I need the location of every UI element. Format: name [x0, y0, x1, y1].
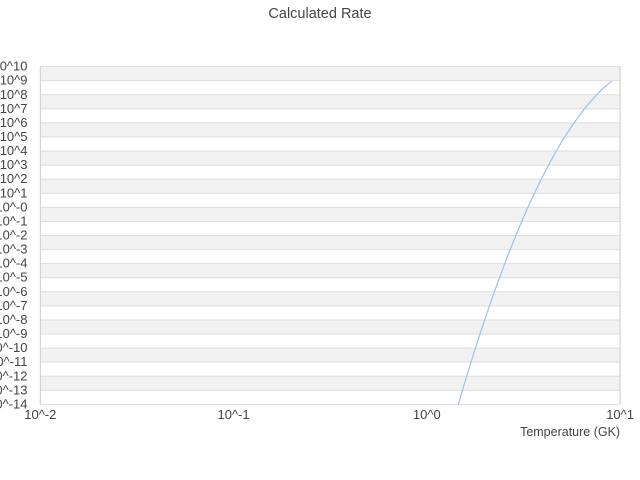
svg-text:10^2: 10^2	[0, 171, 28, 186]
svg-text:10^-6: 10^-6	[0, 284, 28, 299]
svg-text:10^-4: 10^-4	[0, 256, 28, 271]
svg-text:10^-1: 10^-1	[0, 213, 28, 228]
svg-text:10^1: 10^1	[606, 407, 634, 422]
svg-text:10^-3: 10^-3	[0, 242, 28, 257]
svg-text:10^-10: 10^-10	[0, 340, 28, 355]
svg-text:10^-13: 10^-13	[0, 382, 28, 397]
svg-text:10^0: 10^0	[413, 407, 441, 422]
svg-text:10^1: 10^1	[0, 185, 28, 200]
svg-text:10^-7: 10^-7	[0, 298, 28, 313]
svg-text:10^-0: 10^-0	[0, 199, 28, 214]
svg-text:10^-9: 10^-9	[0, 326, 28, 341]
svg-text:10^-8: 10^-8	[0, 312, 28, 327]
svg-text:10^6: 10^6	[0, 115, 28, 130]
svg-text:10^-5: 10^-5	[0, 270, 28, 285]
svg-text:10^-2: 10^-2	[0, 228, 28, 243]
svg-text:10^9: 10^9	[0, 73, 28, 88]
svg-text:10^3: 10^3	[0, 157, 28, 172]
svg-text:10^5: 10^5	[0, 129, 28, 144]
svg-text:10^-11: 10^-11	[0, 354, 28, 369]
svg-text:10^-12: 10^-12	[0, 368, 28, 383]
svg-text:10^7: 10^7	[0, 101, 28, 116]
svg-text:10^-1: 10^-1	[218, 407, 250, 422]
svg-text:10^4: 10^4	[0, 143, 28, 158]
svg-text:10^10: 10^10	[0, 59, 28, 74]
svg-text:10^8: 10^8	[0, 87, 28, 102]
svg-text:10^-2: 10^-2	[24, 407, 56, 422]
